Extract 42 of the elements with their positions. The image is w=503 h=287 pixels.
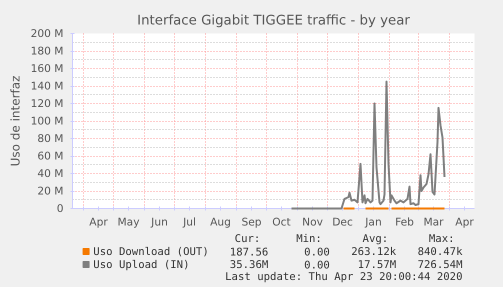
y-tick-label: 40 M — [37, 167, 64, 180]
x-tick-label: Apr — [455, 216, 474, 228]
y-tick-label: 200 M — [30, 27, 64, 40]
legend-label: Uso Upload (IN) — [93, 258, 190, 271]
text: 0.00 — [304, 258, 330, 272]
y-tick-label: 180 M — [30, 44, 64, 58]
y-tick-label: 160 M — [30, 62, 64, 75]
y-tick-label: 140 M — [30, 80, 64, 92]
text: Last update: Thu Apr 23 20:00:44 2020 — [225, 270, 463, 283]
y-tick-label: 20 M — [37, 184, 64, 198]
text: 187.56 — [230, 246, 268, 258]
text: Cur: — [234, 232, 260, 245]
text: 726.54M — [418, 258, 463, 271]
y-tick-label: 60 M — [37, 150, 64, 162]
text: Max: — [428, 232, 455, 245]
x-tick-label: Nov — [302, 216, 323, 228]
x-tick-label: Aug — [210, 216, 231, 228]
text: Avg: — [362, 232, 388, 245]
text: 35.36M — [230, 258, 268, 271]
x-tick-label: Jun — [150, 216, 168, 228]
x-tick-label: Jul — [182, 216, 196, 228]
y-tick-label: 120 M — [30, 97, 64, 110]
text: 263.12k — [351, 245, 397, 258]
x-tick-label: Jan — [364, 216, 382, 228]
chart-title: Interface Gigabit TIGGEE traffic - by year — [137, 14, 410, 28]
x-tick-label: Dec — [332, 216, 353, 228]
y-tick-label: 0 — [56, 202, 64, 215]
line-series — [290, 80, 446, 210]
text: 840.47k — [418, 245, 464, 258]
y-tick-label: 100 M — [30, 114, 64, 128]
x-tick-label: Mar — [423, 216, 444, 228]
text: 17.57M — [358, 258, 396, 271]
legend-label: Uso Download (OUT) — [93, 245, 209, 258]
x-tick-label: Feb — [395, 216, 414, 228]
x-tick-label: Sep — [241, 216, 262, 228]
x-tick-label: Apr — [89, 216, 108, 228]
x-tick-label: May — [117, 216, 140, 228]
y-tick-label: 80 M — [37, 132, 64, 145]
y-axis-title: Uso de interfaz — [8, 76, 23, 166]
text: Min: — [296, 232, 322, 245]
text: 0.00 — [304, 246, 330, 258]
x-tick-label: Oct — [272, 216, 291, 228]
